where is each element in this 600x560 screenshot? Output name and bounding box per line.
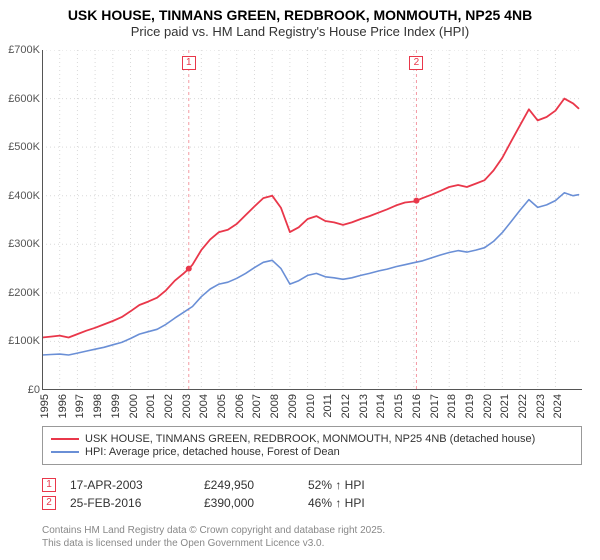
legend-item-property: USK HOUSE, TINMANS GREEN, REDBROOK, MONM…	[51, 433, 573, 445]
sale-marker-icon: 2	[42, 496, 56, 510]
x-tick-label: 2011	[322, 394, 334, 418]
chart-container: USK HOUSE, TINMANS GREEN, REDBROOK, MONM…	[0, 0, 600, 560]
x-tick-label: 2000	[128, 394, 140, 418]
y-tick-label: £400K	[0, 190, 40, 202]
x-tick-label: 2009	[287, 394, 299, 418]
x-tick-label: 2012	[340, 394, 352, 418]
sale-pct: 46% ↑ HPI	[308, 496, 428, 510]
x-tick-label: 2018	[446, 394, 458, 418]
y-tick-label: £0	[0, 384, 40, 396]
y-tick-label: £100K	[0, 335, 40, 347]
x-tick-label: 2013	[358, 394, 370, 418]
x-tick-label: 2005	[216, 394, 228, 418]
sale-date: 25-FEB-2016	[70, 496, 190, 510]
x-tick-label: 2008	[269, 394, 281, 418]
chart-subtitle: Price paid vs. HM Land Registry's House …	[0, 24, 600, 43]
y-tick-label: £700K	[0, 44, 40, 56]
x-tick-label: 2004	[198, 394, 210, 418]
sales-row: 1 17-APR-2003 £249,950 52% ↑ HPI	[42, 478, 582, 492]
legend-swatch-hpi	[51, 451, 79, 453]
x-tick-label: 2007	[251, 394, 263, 418]
x-tick-label: 1995	[39, 394, 51, 418]
y-tick-label: £500K	[0, 141, 40, 153]
sale-marker-icon: 1	[182, 56, 196, 70]
y-tick-label: £600K	[0, 93, 40, 105]
sale-date: 17-APR-2003	[70, 478, 190, 492]
x-tick-label: 2014	[375, 394, 387, 418]
x-tick-label: 2003	[181, 394, 193, 418]
y-tick-label: £200K	[0, 287, 40, 299]
legend: USK HOUSE, TINMANS GREEN, REDBROOK, MONM…	[42, 426, 582, 465]
legend-swatch-property	[51, 438, 79, 440]
x-tick-label: 2010	[305, 394, 317, 418]
y-tick-label: £300K	[0, 238, 40, 250]
chart-title: USK HOUSE, TINMANS GREEN, REDBROOK, MONM…	[0, 0, 600, 24]
chart-area	[42, 50, 582, 390]
x-tick-label: 2016	[411, 394, 423, 418]
x-tick-label: 1998	[92, 394, 104, 418]
sales-row: 2 25-FEB-2016 £390,000 46% ↑ HPI	[42, 496, 582, 510]
legend-item-hpi: HPI: Average price, detached house, Fore…	[51, 446, 573, 458]
footer-line2: This data is licensed under the Open Gov…	[42, 537, 385, 550]
sale-marker-icon: 2	[409, 56, 423, 70]
x-tick-label: 2022	[517, 394, 529, 418]
x-tick-label: 2020	[482, 394, 494, 418]
x-tick-label: 1996	[57, 394, 69, 418]
legend-label-property: USK HOUSE, TINMANS GREEN, REDBROOK, MONM…	[85, 433, 535, 445]
x-tick-label: 2015	[393, 394, 405, 418]
legend-label-hpi: HPI: Average price, detached house, Fore…	[85, 446, 340, 458]
sale-pct: 52% ↑ HPI	[308, 478, 428, 492]
x-tick-label: 2017	[429, 394, 441, 418]
footer: Contains HM Land Registry data © Crown c…	[42, 524, 385, 550]
sale-price: £390,000	[204, 496, 294, 510]
x-tick-label: 2001	[145, 394, 157, 418]
x-tick-label: 1999	[110, 394, 122, 418]
x-tick-label: 2019	[464, 394, 476, 418]
x-tick-label: 2023	[535, 394, 547, 418]
x-tick-label: 1997	[74, 394, 86, 418]
x-tick-label: 2006	[234, 394, 246, 418]
footer-line1: Contains HM Land Registry data © Crown c…	[42, 524, 385, 537]
x-tick-label: 2024	[552, 394, 564, 418]
sales-table: 1 17-APR-2003 £249,950 52% ↑ HPI 2 25-FE…	[42, 474, 582, 514]
chart-svg	[42, 50, 582, 390]
sale-price: £249,950	[204, 478, 294, 492]
x-tick-label: 2021	[499, 394, 511, 418]
sale-marker-icon: 1	[42, 478, 56, 492]
x-tick-label: 2002	[163, 394, 175, 418]
